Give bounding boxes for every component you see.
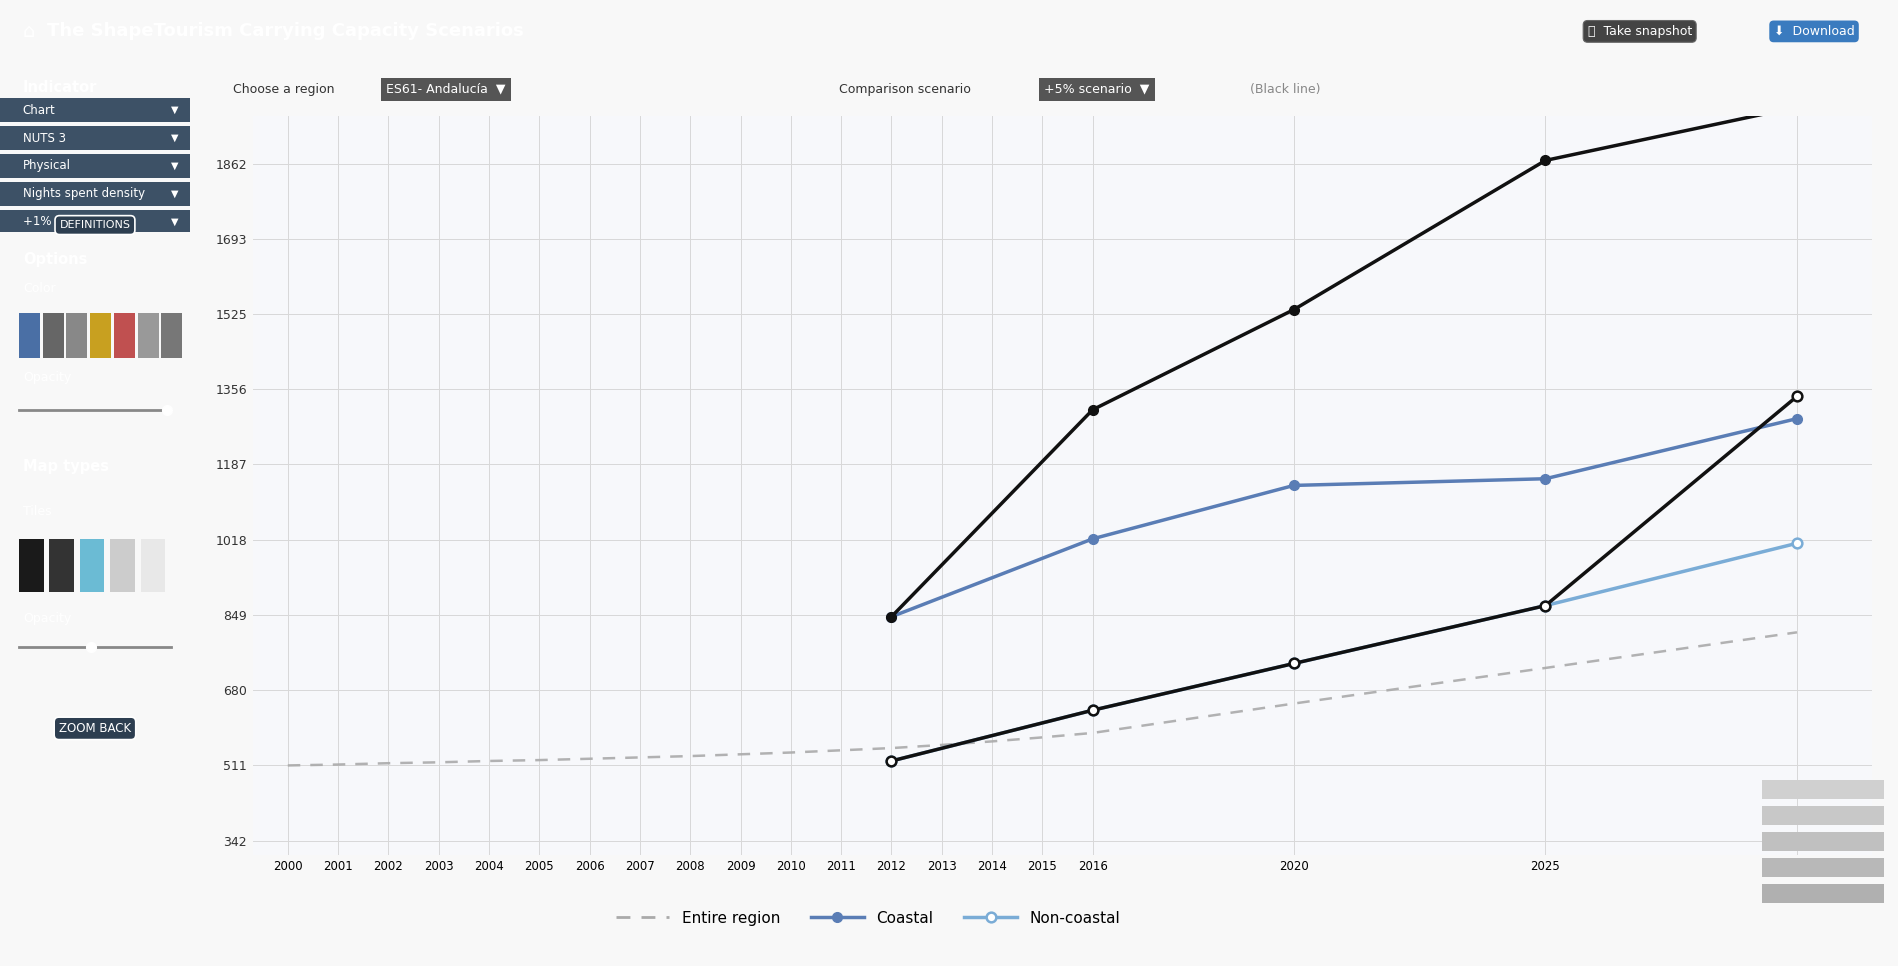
Text: ⬇  Download: ⬇ Download: [1773, 25, 1854, 38]
Text: ZOOM BACK: ZOOM BACK: [59, 722, 131, 735]
Text: +5% scenario  ▼: +5% scenario ▼: [1044, 83, 1148, 96]
Text: The ShapeTourism Carrying Capacity Scenarios: The ShapeTourism Carrying Capacity Scena…: [47, 22, 524, 41]
FancyBboxPatch shape: [19, 313, 40, 357]
Text: Tiles: Tiles: [23, 505, 51, 519]
Text: Map types: Map types: [23, 459, 108, 474]
FancyBboxPatch shape: [1761, 806, 1883, 825]
Legend: Entire region, Coastal, Non-coastal: Entire region, Coastal, Non-coastal: [609, 904, 1126, 932]
Text: Opacity: Opacity: [23, 611, 70, 625]
FancyBboxPatch shape: [0, 210, 190, 234]
Text: Indicator: Indicator: [23, 79, 97, 95]
Text: Comparison scenario: Comparison scenario: [839, 83, 970, 96]
Text: Physical: Physical: [23, 159, 70, 172]
FancyBboxPatch shape: [1761, 885, 1883, 903]
FancyBboxPatch shape: [140, 538, 165, 591]
FancyBboxPatch shape: [137, 313, 158, 357]
Text: Options: Options: [23, 252, 87, 268]
FancyBboxPatch shape: [91, 313, 110, 357]
FancyBboxPatch shape: [1761, 858, 1883, 877]
Text: 📷  Take snapshot: 📷 Take snapshot: [1587, 25, 1691, 38]
Text: NUTS 3: NUTS 3: [23, 131, 66, 145]
Text: +1% scenario: +1% scenario: [23, 215, 104, 228]
FancyBboxPatch shape: [49, 538, 74, 591]
Text: ▼: ▼: [171, 161, 178, 171]
Text: DEFINITIONS: DEFINITIONS: [59, 220, 131, 230]
FancyBboxPatch shape: [114, 313, 135, 357]
FancyBboxPatch shape: [0, 127, 190, 150]
Text: ▼: ▼: [171, 133, 178, 143]
FancyBboxPatch shape: [66, 313, 87, 357]
Text: Choose a region: Choose a region: [232, 83, 334, 96]
FancyBboxPatch shape: [44, 313, 65, 357]
FancyBboxPatch shape: [1761, 832, 1883, 851]
Text: ▼: ▼: [171, 105, 178, 115]
Text: ▼: ▼: [171, 188, 178, 199]
FancyBboxPatch shape: [0, 182, 190, 206]
Text: (Black line): (Black line): [1249, 83, 1319, 96]
FancyBboxPatch shape: [80, 538, 104, 591]
FancyBboxPatch shape: [0, 154, 190, 178]
Text: Color: Color: [23, 282, 55, 296]
Text: ▼: ▼: [171, 216, 178, 227]
Text: Chart: Chart: [23, 103, 55, 117]
FancyBboxPatch shape: [110, 538, 135, 591]
Text: ES61- Andalucía  ▼: ES61- Andalucía ▼: [387, 83, 505, 96]
Text: Nights spent density: Nights spent density: [23, 187, 144, 200]
FancyBboxPatch shape: [0, 99, 190, 122]
Text: Opacity: Opacity: [23, 371, 70, 384]
FancyBboxPatch shape: [1761, 781, 1883, 799]
FancyBboxPatch shape: [161, 313, 182, 357]
FancyBboxPatch shape: [19, 538, 44, 591]
Text: ⌂: ⌂: [23, 22, 36, 41]
